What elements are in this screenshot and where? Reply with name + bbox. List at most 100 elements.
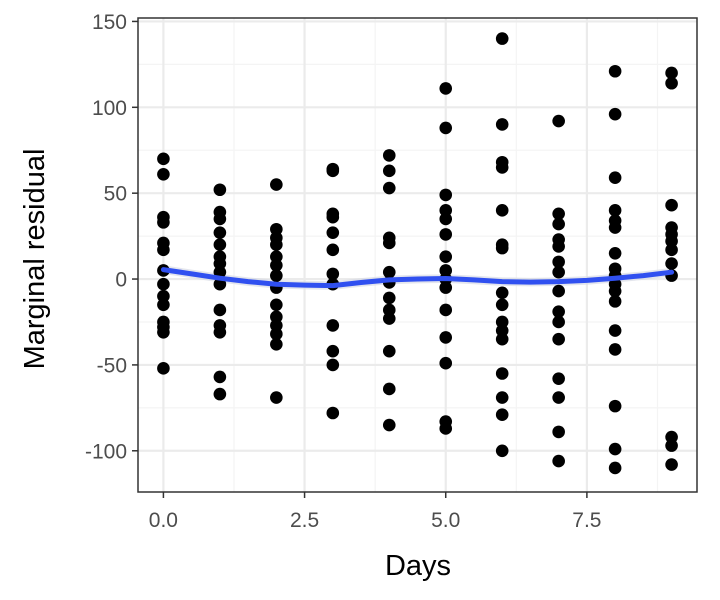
data-point: [608, 246, 622, 260]
data-point: [382, 344, 396, 358]
y-tick-label: -100: [85, 440, 127, 463]
data-point: [157, 152, 170, 166]
data-point: [495, 241, 509, 255]
data-point: [326, 319, 340, 332]
data-point: [382, 418, 396, 432]
data-point: [665, 243, 678, 257]
y-axis-ticks: -100 -50 0 50 100 150: [85, 11, 138, 463]
data-point: [326, 344, 340, 358]
y-tick-label: 0: [115, 269, 127, 292]
data-point: [157, 216, 170, 229]
x-tick-label: 0.0: [149, 509, 178, 532]
data-point: [552, 114, 565, 128]
data-point: [213, 325, 227, 339]
data-point: [157, 243, 170, 257]
data-point: [326, 164, 340, 178]
data-point: [608, 343, 622, 356]
data-point: [608, 399, 622, 413]
data-point: [495, 298, 509, 312]
data-point: [326, 210, 340, 224]
data-point: [439, 356, 453, 370]
data-point: [495, 444, 509, 458]
data-point: [552, 217, 565, 231]
data-point: [213, 226, 227, 239]
data-point: [326, 406, 340, 420]
y-axis-title: Marginal residual: [19, 149, 51, 370]
data-points: [157, 32, 678, 475]
data-point: [157, 277, 170, 291]
smooth-line-group: [160, 267, 675, 289]
data-point: [439, 212, 453, 226]
data-point: [495, 391, 509, 404]
data-point: [552, 207, 565, 221]
data-point: [665, 66, 678, 80]
data-point: [213, 183, 227, 197]
x-axis-ticks: 0.0 2.5 5.0 7.5: [149, 492, 601, 532]
data-point: [213, 370, 227, 384]
data-point: [665, 257, 678, 270]
data-point: [552, 240, 565, 253]
data-point: [552, 425, 565, 439]
data-point: [270, 338, 283, 351]
data-point: [665, 198, 678, 212]
data-point: [665, 439, 678, 452]
data-point: [326, 226, 340, 239]
smooth-line: [160, 267, 675, 289]
data-point: [552, 372, 565, 385]
data-point: [608, 461, 622, 475]
data-point: [382, 181, 396, 195]
data-point: [270, 259, 283, 272]
x-axis-title: Days: [385, 550, 451, 582]
data-point: [213, 238, 227, 251]
data-point: [270, 178, 283, 191]
data-point: [552, 454, 565, 468]
data-point: [665, 76, 678, 90]
data-point: [157, 362, 170, 375]
data-point: [270, 327, 283, 341]
data-point: [495, 32, 509, 45]
data-point: [439, 228, 453, 241]
data-point: [382, 236, 396, 250]
data-point: [157, 298, 170, 312]
data-point: [213, 387, 227, 401]
data-point: [382, 265, 396, 279]
panel-border: [137, 17, 698, 493]
data-point: [608, 295, 622, 308]
data-point: [608, 107, 622, 121]
data-point: [382, 382, 396, 396]
data-point: [439, 250, 453, 264]
data-point: [382, 149, 396, 162]
y-tick-label: 100: [92, 97, 127, 120]
data-point: [608, 204, 622, 217]
data-point: [213, 303, 227, 317]
data-point: [439, 82, 453, 95]
data-point: [608, 442, 622, 456]
data-point: [326, 243, 340, 257]
data-point: [552, 265, 565, 279]
data-point: [270, 391, 283, 404]
data-point: [608, 221, 622, 234]
x-tick-label: 5.0: [431, 509, 460, 532]
data-point: [382, 291, 396, 305]
data-point: [495, 204, 509, 217]
data-point: [495, 118, 509, 131]
data-point: [495, 286, 509, 300]
data-point: [326, 358, 340, 372]
data-point: [439, 188, 453, 202]
data-point: [157, 167, 170, 181]
data-point: [439, 422, 453, 435]
data-point: [665, 458, 678, 471]
data-point: [552, 315, 565, 329]
x-tick-label: 7.5: [572, 509, 601, 532]
data-point: [495, 332, 509, 346]
data-point: [382, 164, 396, 178]
data-point: [608, 171, 622, 185]
data-point: [608, 284, 622, 298]
y-tick-label: -50: [97, 354, 127, 377]
data-point: [157, 325, 170, 339]
data-point: [270, 238, 283, 251]
x-tick-label: 2.5: [290, 509, 319, 532]
data-point: [495, 367, 509, 380]
